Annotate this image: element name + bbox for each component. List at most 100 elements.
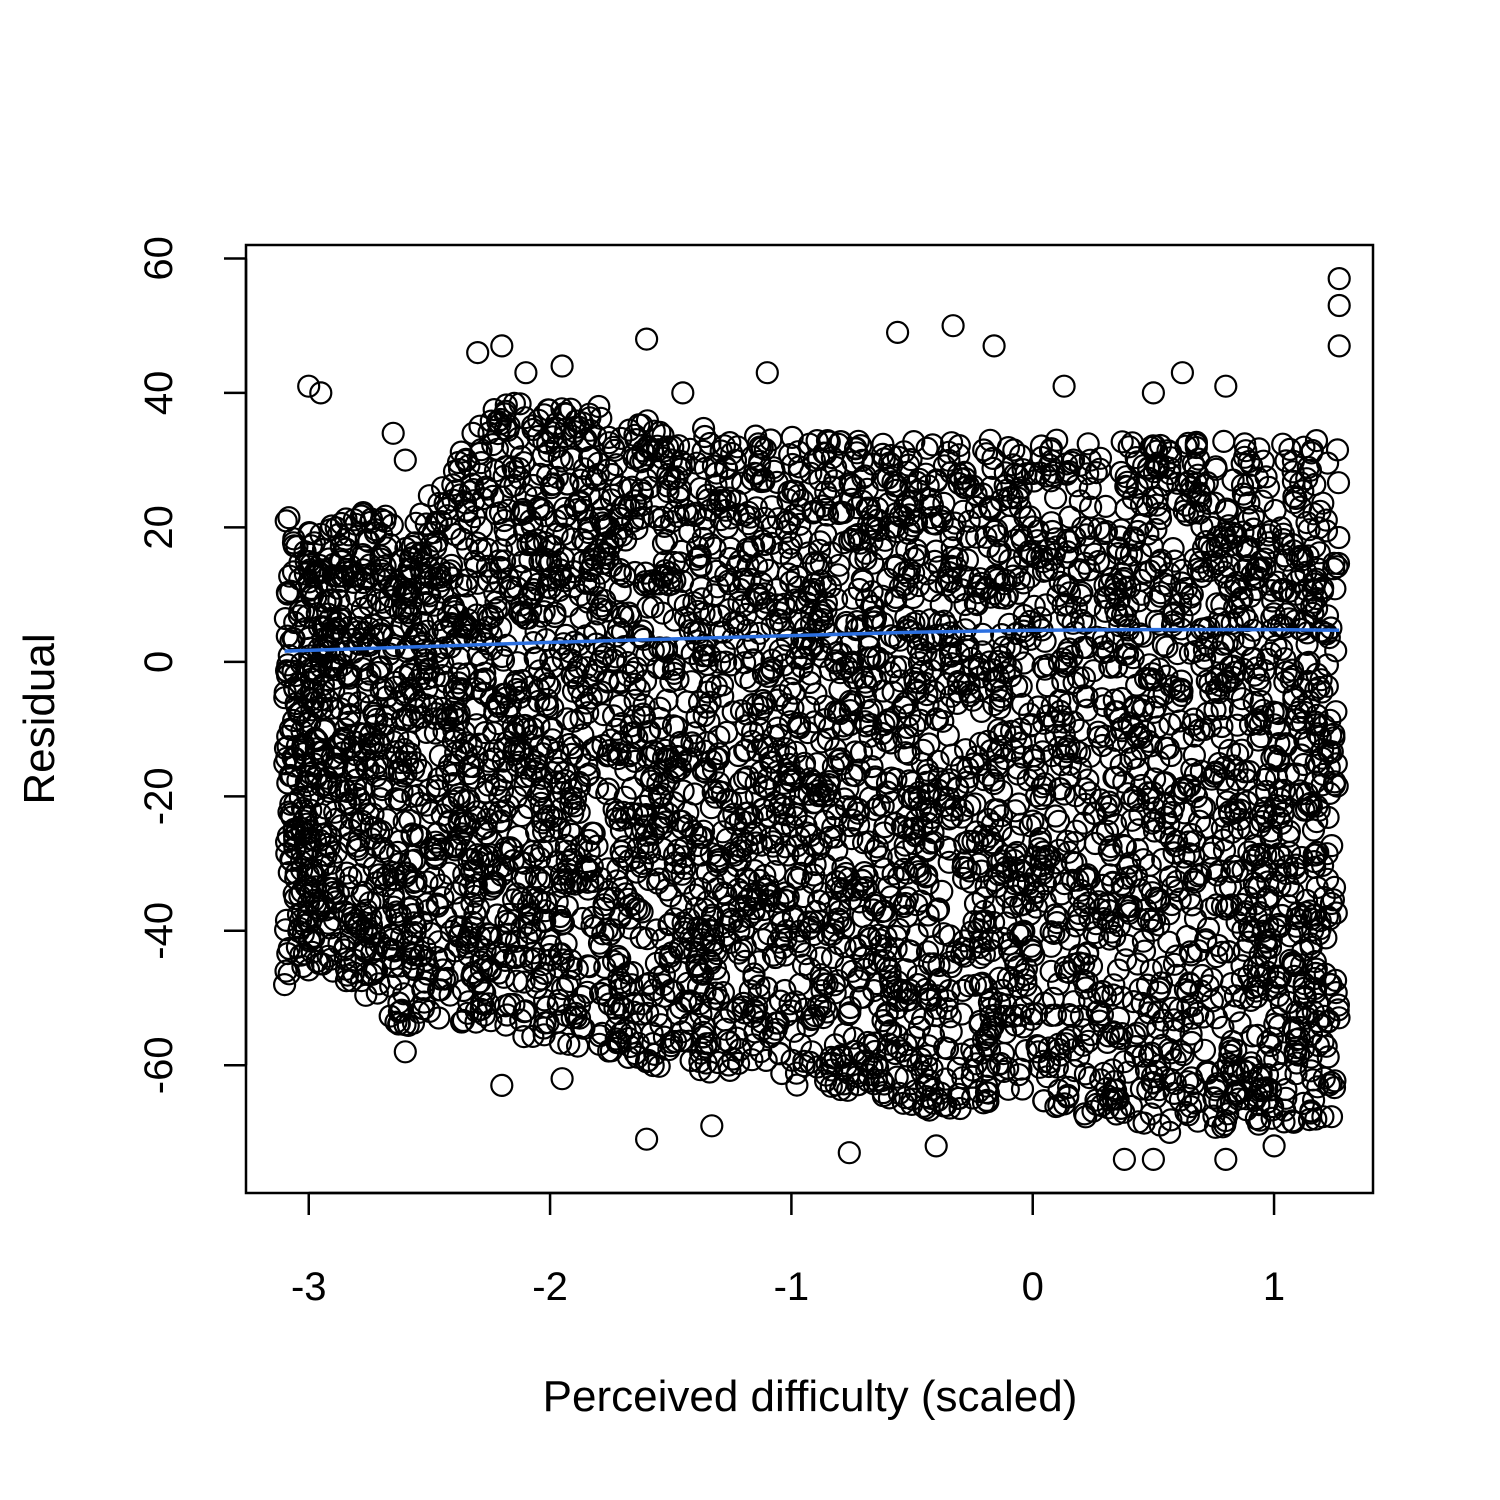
data-point — [958, 683, 982, 708]
data-point — [827, 553, 851, 577]
data-point — [1056, 1075, 1081, 1100]
data-point — [1180, 757, 1204, 782]
data-point — [1180, 893, 1204, 917]
data-point — [766, 507, 791, 531]
data-point — [1121, 989, 1146, 1014]
data-point — [955, 548, 980, 572]
data-point — [560, 527, 585, 551]
data-point — [1278, 437, 1302, 461]
data-point — [817, 486, 842, 510]
data-point — [947, 434, 971, 458]
data-point — [559, 447, 584, 471]
data-point — [356, 680, 380, 704]
data-point — [1322, 875, 1347, 900]
data-point — [1210, 940, 1234, 965]
data-point — [551, 647, 575, 671]
data-point — [442, 718, 466, 743]
data-point — [682, 782, 707, 806]
data-point — [469, 516, 494, 540]
data-point — [831, 856, 855, 880]
data-point — [938, 837, 962, 861]
data-point — [1158, 865, 1183, 889]
data-point — [576, 701, 600, 725]
data-point — [524, 486, 548, 510]
data-point — [1302, 843, 1326, 867]
data-point — [1057, 581, 1082, 605]
data-point — [518, 902, 542, 926]
scatter-points — [273, 267, 1351, 1172]
data-point — [469, 451, 493, 475]
data-point — [796, 910, 820, 934]
data-point — [333, 947, 357, 971]
data-point — [908, 708, 933, 733]
data-point — [938, 924, 962, 948]
data-point — [1076, 432, 1100, 456]
data-point — [550, 976, 575, 1001]
data-point — [292, 741, 316, 766]
data-point — [569, 706, 593, 731]
data-point — [1166, 878, 1190, 903]
data-point — [982, 771, 1006, 796]
data-point — [892, 857, 916, 882]
data-point — [698, 690, 722, 714]
data-point — [1233, 432, 1257, 456]
data-point — [817, 430, 841, 454]
data-point — [433, 620, 457, 644]
data-point — [1274, 449, 1298, 473]
data-point — [1110, 430, 1134, 454]
data-point — [722, 802, 746, 826]
data-point — [558, 969, 582, 994]
data-point — [952, 929, 976, 953]
data-point — [1256, 523, 1281, 547]
data-point — [699, 796, 723, 820]
data-point — [1032, 783, 1057, 807]
data-point — [365, 707, 389, 731]
data-point — [922, 648, 947, 672]
data-point — [1293, 728, 1317, 752]
data-point — [1039, 511, 1064, 535]
data-point — [557, 1032, 581, 1056]
data-point — [365, 751, 389, 775]
data-point — [1222, 999, 1246, 1023]
data-point — [826, 563, 850, 587]
data-point — [464, 873, 488, 897]
data-point — [1236, 816, 1261, 841]
data-point — [1319, 1070, 1343, 1095]
data-point — [414, 948, 438, 973]
data-point — [932, 491, 956, 515]
data-point — [973, 909, 997, 933]
data-point — [1067, 907, 1092, 932]
data-point — [840, 826, 864, 851]
data-point — [1061, 868, 1085, 893]
data-point — [1165, 963, 1189, 988]
data-point — [1164, 829, 1189, 853]
data-point — [673, 593, 697, 617]
data-point — [1097, 790, 1121, 814]
data-point — [687, 690, 712, 714]
data-point — [684, 547, 709, 571]
data-point — [1189, 559, 1214, 583]
data-point — [1048, 688, 1072, 713]
data-point — [710, 780, 735, 805]
data-point — [1251, 698, 1275, 722]
data-point — [1072, 666, 1097, 690]
data-point — [821, 755, 846, 779]
data-point — [1179, 1022, 1203, 1046]
data-point — [369, 655, 393, 679]
data-point — [1192, 1038, 1217, 1062]
data-point — [1115, 933, 1139, 958]
data-point — [1003, 799, 1027, 823]
data-point — [996, 1056, 1020, 1080]
data-point — [1225, 768, 1249, 792]
data-point — [1326, 471, 1351, 495]
data-point — [915, 436, 939, 460]
data-point — [972, 910, 996, 934]
data-point — [813, 853, 837, 877]
data-point — [569, 606, 593, 630]
data-point — [992, 1059, 1016, 1084]
data-point — [821, 815, 845, 840]
data-point — [729, 771, 753, 795]
data-point — [1012, 651, 1036, 675]
